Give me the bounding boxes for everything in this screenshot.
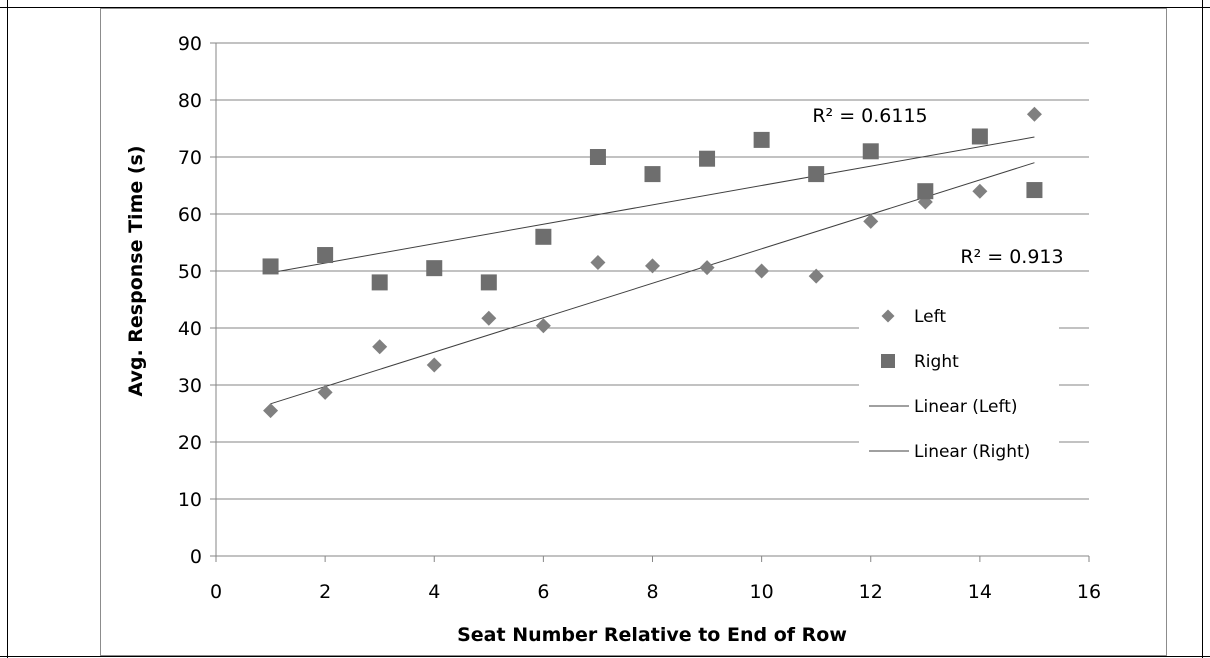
y-tick-label: 10 — [178, 489, 202, 511]
right-point — [371, 274, 388, 291]
legend-label: Linear (Left) — [914, 397, 1018, 417]
x-tick-label: 2 — [319, 581, 331, 603]
legend-swatch-right — [881, 354, 895, 368]
x-tick-label: 16 — [1077, 581, 1101, 603]
chart-area: 0 10 20 30 40 50 60 70 80 90 0 2 4 6 8 10 12 14 16 R² = 0.… — [100, 8, 1167, 656]
left-point — [317, 384, 333, 400]
right-point — [480, 274, 497, 291]
r2-label: R² = 0.913 — [960, 246, 1063, 268]
left-point — [645, 258, 660, 274]
frame-top-line — [0, 7, 1210, 8]
right-point — [426, 260, 443, 277]
right-point — [535, 228, 552, 245]
r2-label: R² = 0.6115 — [812, 105, 927, 127]
y-tick-label: 90 — [178, 33, 202, 55]
left-point — [263, 403, 279, 419]
x-tick-label: 4 — [428, 581, 440, 603]
y-tick-label: 0 — [190, 546, 202, 568]
y-tick-label: 70 — [178, 147, 202, 169]
left-point — [481, 310, 497, 326]
right-point — [317, 247, 334, 264]
right-point — [644, 166, 661, 183]
x-tick-label: 6 — [537, 581, 549, 603]
right-point — [262, 258, 279, 275]
legend-background — [859, 293, 1059, 471]
trendline — [270, 162, 1035, 405]
x-tick-label: 12 — [859, 581, 883, 603]
left-point — [972, 183, 988, 199]
left-point — [426, 357, 442, 373]
right-point — [971, 128, 988, 145]
right-point — [753, 131, 770, 148]
trendline — [270, 136, 1035, 274]
x-axis-title: Seat Number Relative to End of Row — [457, 624, 847, 646]
left-point — [1026, 106, 1042, 122]
legend-label: Linear (Right) — [914, 442, 1030, 462]
data-points — [262, 106, 1043, 419]
trendlines — [270, 136, 1035, 405]
left-point — [863, 213, 879, 229]
tick-labels: 0 10 20 30 40 50 60 70 80 90 0 2 4 6 8 10 12 14 16 — [178, 33, 1101, 603]
frame-right-line — [1202, 0, 1203, 658]
right-point — [917, 183, 934, 200]
legend-swatch-left — [881, 309, 895, 323]
left-point — [808, 268, 824, 284]
x-tick-label: 8 — [646, 581, 658, 603]
legend-label: Left — [914, 307, 946, 327]
right-point — [808, 166, 825, 183]
x-tick-label: 14 — [968, 581, 992, 603]
left-point — [754, 263, 770, 279]
y-tick-label: 60 — [178, 204, 202, 226]
y-tick-label: 80 — [178, 90, 202, 112]
y-tick-label: 30 — [178, 375, 202, 397]
left-point — [699, 260, 715, 276]
x-tick-label: 0 — [210, 581, 222, 603]
left-point — [372, 339, 388, 355]
legend: Left Right Linear (Left) Linear (Right) — [859, 293, 1059, 471]
scatter-chart: 0 10 20 30 40 50 60 70 80 90 0 2 4 6 8 10 12 14 16 R² = 0.… — [125, 33, 1101, 646]
left-point — [535, 318, 551, 334]
y-tick-label: 20 — [178, 432, 202, 454]
r2-labels: R² = 0.913 R² = 0.6115 — [812, 105, 1063, 268]
frame-left-line — [7, 0, 8, 658]
axes — [210, 42, 1090, 562]
right-point — [862, 143, 879, 160]
legend-label: Right — [914, 352, 959, 372]
right-point — [699, 150, 716, 167]
x-tick-label: 10 — [750, 581, 774, 603]
left-point — [590, 254, 606, 270]
y-tick-label: 40 — [178, 318, 202, 340]
right-point — [1026, 182, 1043, 199]
y-axis-title: Avg. Response Time (s) — [125, 145, 147, 396]
frame-bottom-line — [0, 656, 1210, 657]
y-tick-label: 50 — [178, 261, 202, 283]
right-point — [589, 149, 606, 165]
